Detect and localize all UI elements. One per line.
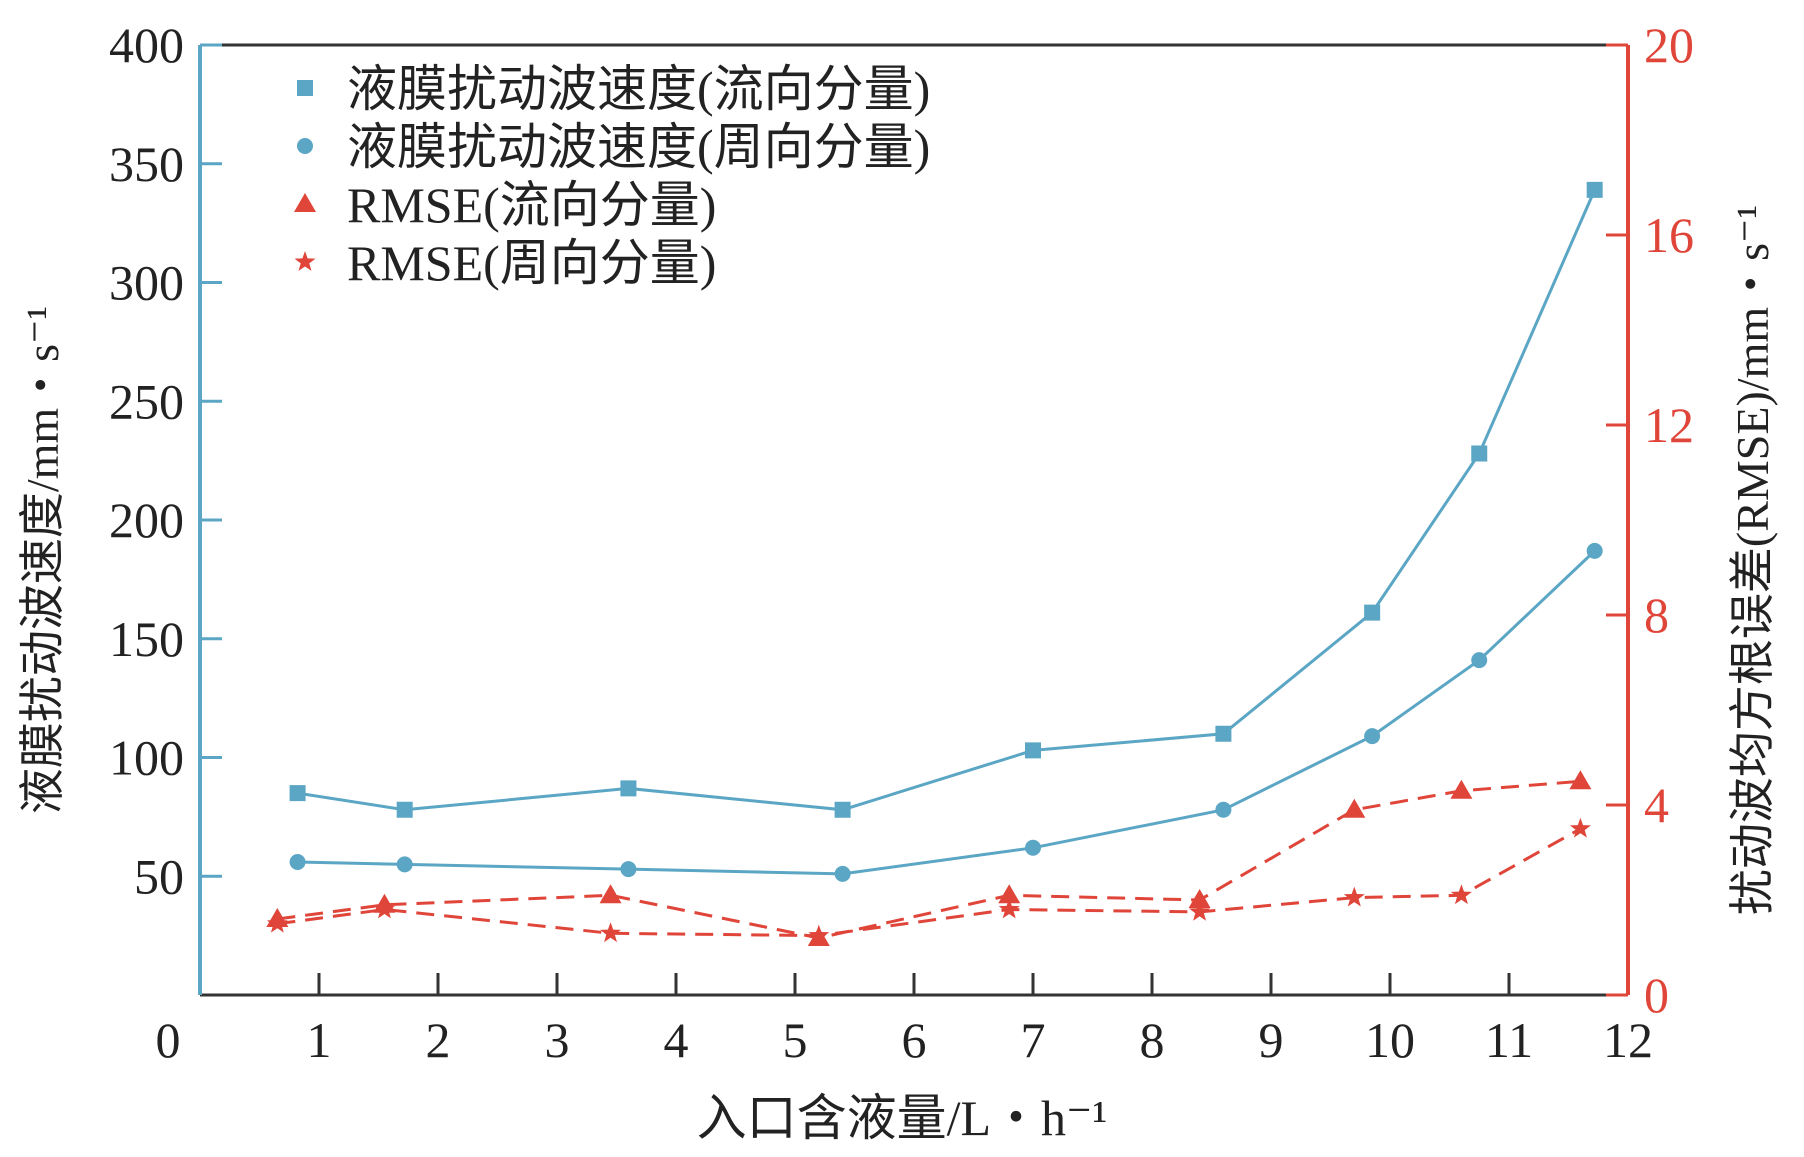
x-tick-label: 7 (1021, 1012, 1046, 1068)
left-y-tick-label: 350 (109, 136, 184, 192)
x-tick-label: 1 (307, 1012, 332, 1068)
series-layer (266, 181, 1603, 946)
series-4-point (600, 922, 621, 943)
x-tick-label: 5 (783, 1012, 808, 1068)
right-y-tick-label: 0 (1644, 967, 1669, 1023)
legend: 液膜扰动波速度(流向分量)液膜扰动波速度(周向分量)RMSE(流向分量)RMSE… (294, 61, 930, 291)
series-4-line (277, 827, 1582, 938)
series-1-point (1215, 725, 1232, 742)
right-y-tick-label: 8 (1644, 587, 1669, 643)
series-2-line (297, 549, 1596, 876)
series-2-point (1471, 652, 1488, 669)
series-3-line (277, 779, 1581, 940)
series-4-point (1450, 884, 1472, 905)
left-y-tick-label: 300 (109, 255, 184, 311)
x-tick-label: 12 (1603, 1012, 1653, 1068)
right-y-tick-label: 20 (1644, 17, 1694, 73)
series-3-point (1569, 770, 1592, 790)
x-tick-label: 8 (1140, 1012, 1165, 1068)
series-1-point (1586, 181, 1603, 198)
series-1-point (1364, 604, 1381, 621)
x-tick-label: 0 (156, 1012, 181, 1068)
series-4-point (1343, 886, 1365, 907)
series-4-point (374, 898, 395, 919)
series-3-point (1343, 798, 1366, 818)
x-tick-label: 10 (1365, 1012, 1415, 1068)
left-y-tick-label: 150 (109, 611, 184, 667)
x-tick-label: 11 (1485, 1012, 1533, 1068)
right-y-tick-label: 16 (1644, 207, 1694, 263)
x-axis-title: 入口含液量/L・h⁻¹ (697, 1090, 1108, 1146)
left-y-tick-label: 250 (109, 373, 184, 429)
legend-label-4: RMSE(周向分量) (347, 235, 716, 291)
left-y-tick-label: 100 (109, 730, 184, 786)
x-tick-label: 3 (545, 1012, 570, 1068)
x-tick-label: 4 (664, 1012, 689, 1068)
series-2-point (396, 856, 413, 873)
x-tick-label: 2 (426, 1012, 451, 1068)
left-y-tick-label: 50 (134, 848, 184, 904)
right-y-tick-label: 4 (1644, 777, 1669, 833)
series-1-point (620, 780, 637, 797)
legend-marker-3 (294, 193, 316, 212)
legend-label-1: 液膜扰动波速度(流向分量) (347, 61, 930, 117)
legend-label-2: 液膜扰动波速度(周向分量) (347, 119, 930, 175)
series-2-point (289, 854, 306, 870)
left-y-tick-label: 400 (109, 17, 184, 73)
series-1-point (1471, 445, 1488, 462)
legend-label-3: RMSE(流向分量) (347, 177, 716, 233)
legend-marker-4 (294, 251, 316, 271)
axis-layer: 0 1 2 3 4 5 6 7 8 9 10 11 12501001502002503003504000… (109, 17, 1694, 1068)
series-2-point (1586, 542, 1603, 559)
right-y-axis-title: 扰动波均方根误差(RMSE)/mm・s⁻¹ (1727, 205, 1778, 915)
series-4-point (266, 912, 288, 933)
series-3-point (599, 884, 622, 904)
legend-marker-1 (297, 80, 313, 96)
series-2-point (1025, 839, 1041, 856)
series-1-point (396, 801, 413, 818)
series-4-point (1189, 900, 1211, 921)
left-y-axis-title: 液膜扰动波速度/mm・s⁻¹ (17, 306, 68, 814)
series-1-point (1025, 742, 1041, 759)
series-4-point (1569, 817, 1591, 838)
series-2-point (620, 861, 637, 878)
series-3-point (998, 884, 1021, 904)
series-2-point (834, 865, 851, 882)
series-1-point (834, 801, 851, 818)
legend-marker-2 (297, 138, 313, 154)
x-tick-label: 6 (902, 1012, 927, 1068)
left-y-tick-label: 200 (109, 492, 184, 548)
series-2-point (1364, 728, 1381, 745)
right-y-tick-label: 12 (1644, 397, 1694, 453)
series-3-point (1450, 779, 1473, 799)
series-4-point (998, 898, 1020, 919)
x-tick-label: 9 (1259, 1012, 1284, 1068)
series-1-point (289, 785, 306, 802)
series-4-point (808, 924, 830, 945)
series-2-point (1215, 801, 1232, 818)
series-3-point (1188, 889, 1211, 908)
